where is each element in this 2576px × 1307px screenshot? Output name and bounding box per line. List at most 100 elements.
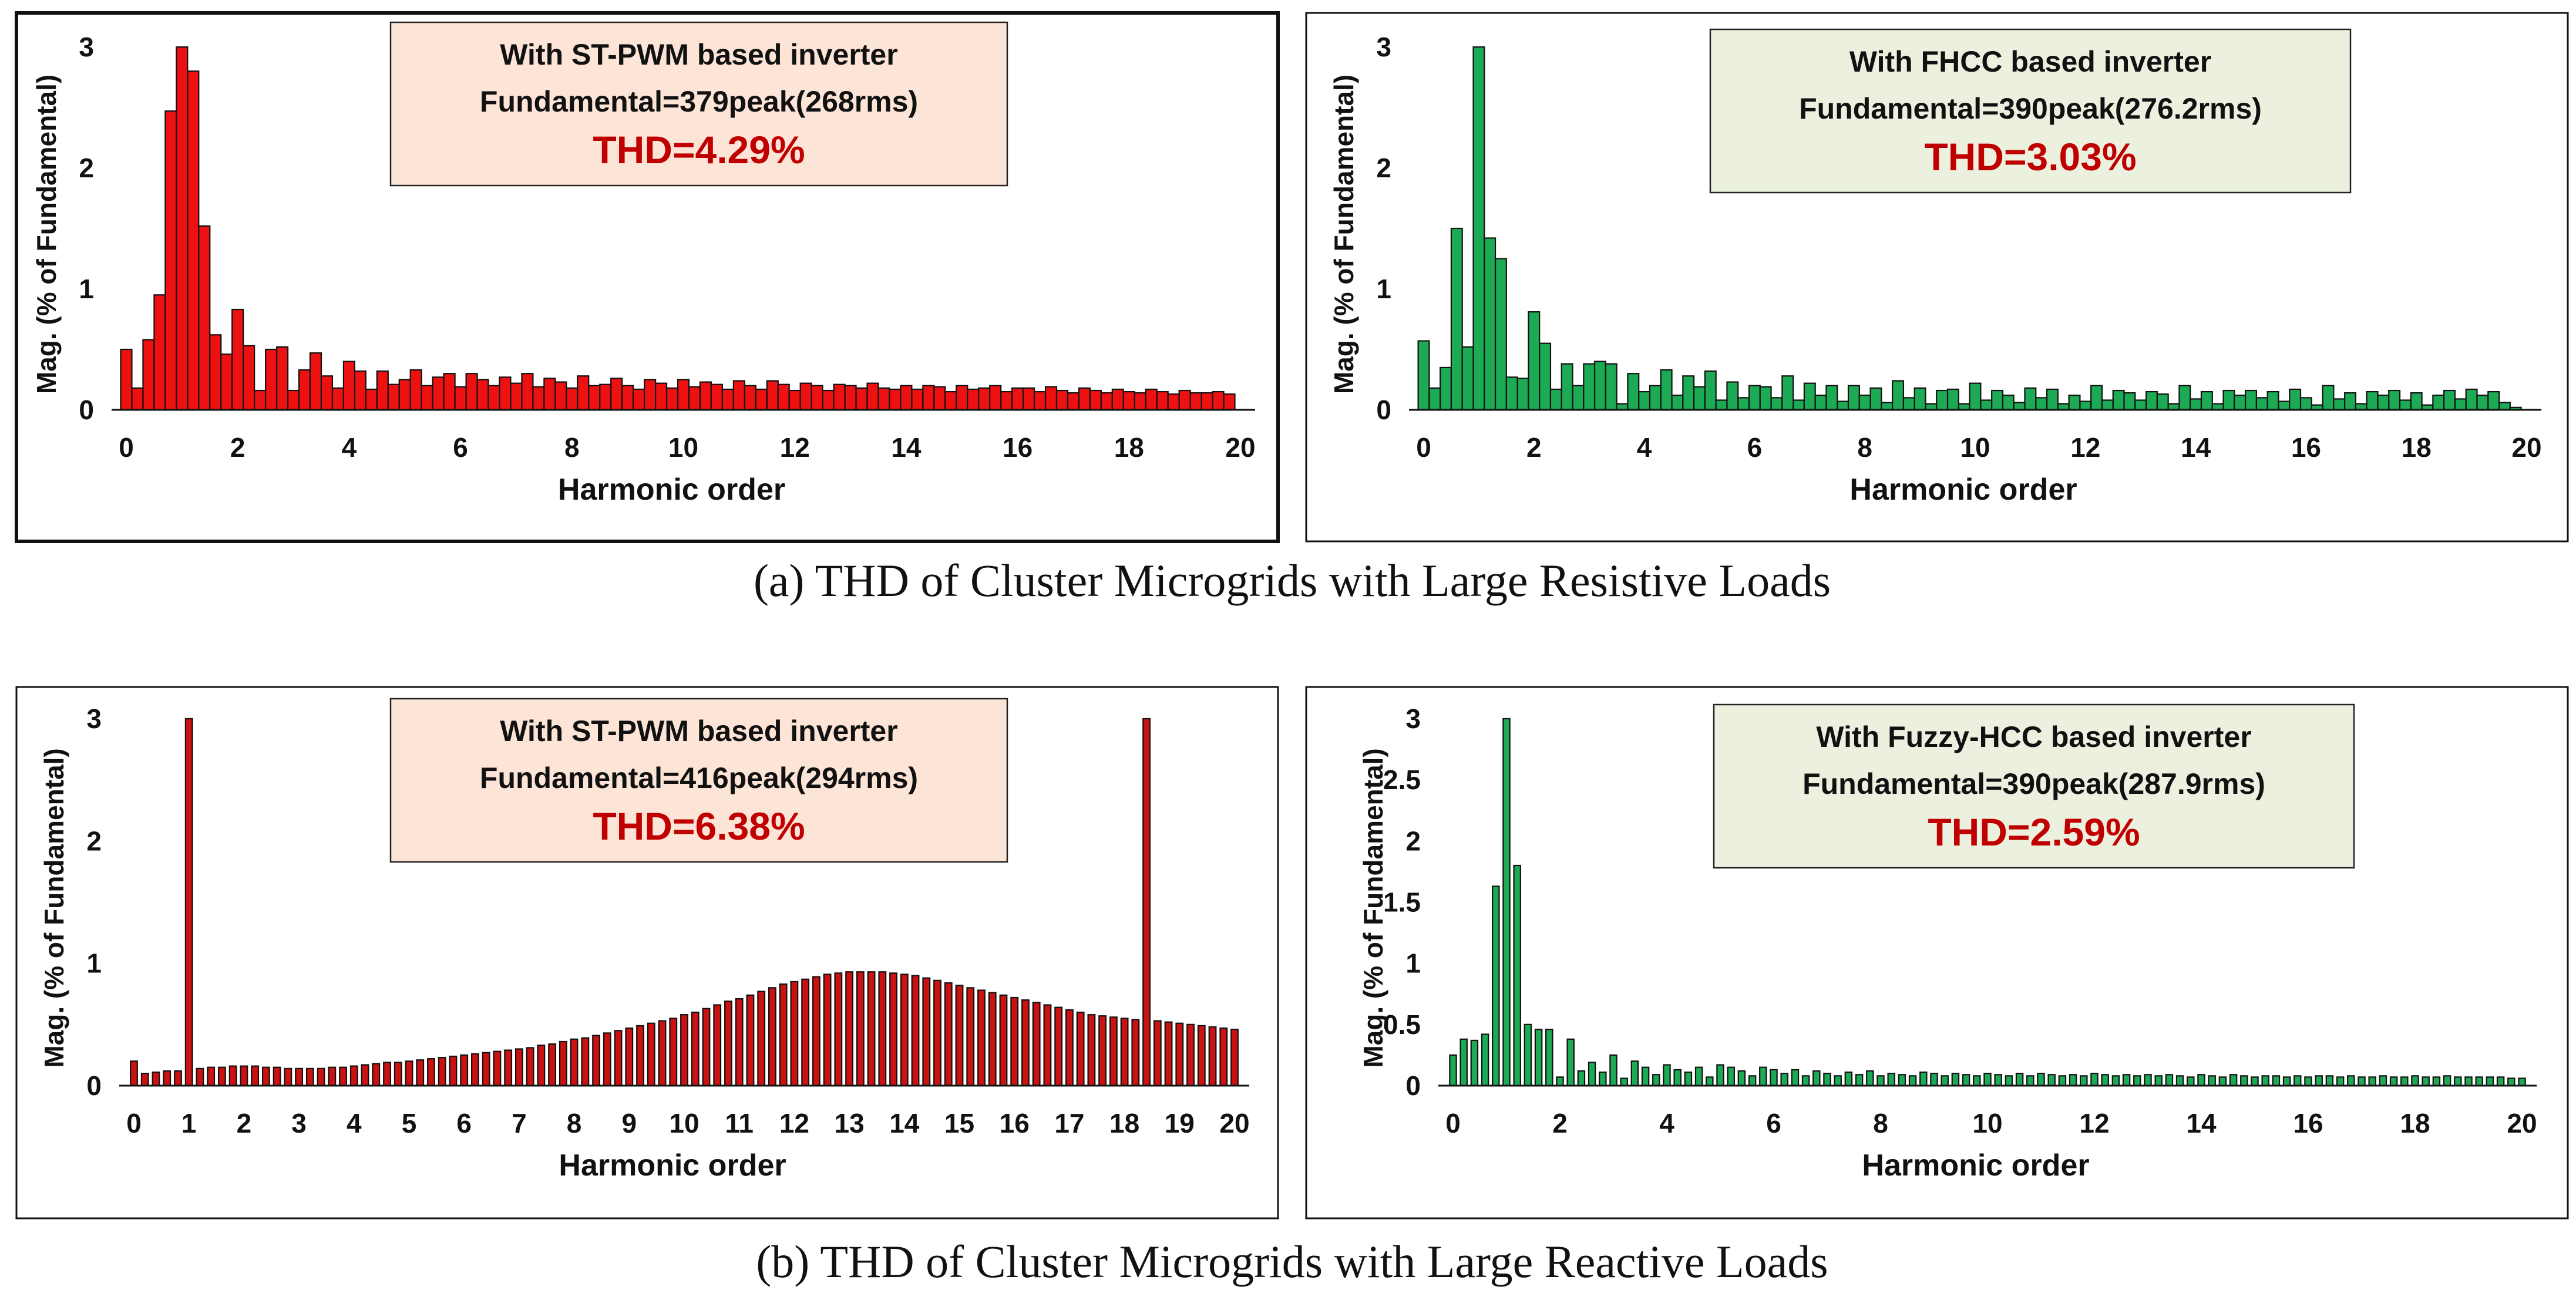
bar — [978, 387, 991, 411]
bar — [339, 1066, 347, 1087]
bar — [465, 373, 478, 411]
bar — [2454, 398, 2467, 411]
bar — [376, 370, 389, 411]
bar — [2322, 385, 2335, 411]
y-tick-label: 2.5 — [1383, 764, 1421, 795]
bar — [1078, 387, 1091, 411]
bar — [409, 369, 422, 411]
bar — [1726, 381, 1739, 411]
bar — [744, 385, 756, 411]
bar — [398, 379, 411, 411]
bar — [911, 975, 920, 1087]
bar — [790, 981, 799, 1087]
bar — [799, 382, 812, 411]
bar — [1609, 1054, 1617, 1087]
bar — [231, 308, 244, 411]
bar — [1759, 1066, 1767, 1087]
bar — [1076, 1011, 1085, 1087]
bar — [1142, 717, 1151, 1087]
bar — [581, 1037, 590, 1087]
bar — [812, 976, 820, 1087]
bar — [2133, 1075, 2141, 1087]
bar — [1131, 1019, 1140, 1087]
bar — [372, 1063, 381, 1087]
bar — [2145, 390, 2158, 411]
bar — [2197, 1074, 2205, 1087]
bar — [276, 346, 289, 411]
bar — [2035, 397, 2048, 411]
bar — [2024, 387, 2037, 411]
bar — [1898, 1074, 1906, 1087]
bar — [1980, 399, 1993, 411]
bar — [1837, 400, 1849, 411]
bar — [2496, 1076, 2505, 1087]
bar — [449, 1055, 458, 1087]
bar — [1693, 386, 1706, 411]
annotation-title: With ST-PWM based inverter — [500, 715, 897, 747]
bar — [1908, 1075, 1917, 1087]
x-tick-label: 6 — [1766, 1108, 1781, 1138]
bar — [1055, 389, 1069, 411]
bar — [1577, 1070, 1586, 1087]
x-tick-label: 11 — [725, 1108, 754, 1138]
x-tick-label: 13 — [835, 1108, 865, 1138]
panel-frame-b-left — [15, 686, 1279, 1220]
x-tick-label: 16 — [2293, 1108, 2323, 1138]
x-tick-label: 10 — [1972, 1108, 2002, 1138]
annotation-box — [389, 698, 1008, 863]
bar — [1737, 1070, 1746, 1087]
annotation-fundamental: Fundamental=390peak(287.9rms) — [1802, 767, 2265, 800]
bar — [2336, 1076, 2345, 1087]
bar — [317, 1067, 325, 1087]
bar — [680, 1014, 688, 1087]
bar — [1100, 392, 1113, 411]
bar — [1440, 366, 1452, 411]
bar — [833, 383, 846, 411]
bar — [1200, 392, 1213, 411]
bar — [1450, 227, 1463, 411]
bar — [521, 373, 534, 411]
y-tick-label: 2 — [79, 153, 94, 183]
bar — [1516, 378, 1529, 411]
bar — [900, 385, 913, 411]
bar — [989, 385, 1002, 411]
bar — [349, 1065, 358, 1087]
bar — [777, 383, 790, 411]
bar — [1649, 385, 1662, 411]
bar — [2079, 400, 2092, 411]
bar — [438, 1056, 446, 1087]
bar — [261, 1066, 270, 1087]
bar — [801, 978, 810, 1087]
bar — [1892, 380, 1905, 411]
bar — [331, 387, 345, 411]
bar — [1951, 1073, 1960, 1087]
bar — [955, 985, 964, 1087]
bar — [1167, 393, 1180, 411]
x-tick-label: 4 — [1659, 1108, 1674, 1138]
bar — [855, 387, 868, 411]
bar — [822, 389, 835, 411]
bar — [967, 388, 980, 411]
bar — [1011, 387, 1024, 411]
bar — [198, 225, 211, 411]
bar — [207, 1066, 216, 1087]
x-axis-label: Harmonic order — [1862, 1148, 2089, 1183]
bar — [956, 385, 968, 411]
bar — [2410, 392, 2423, 411]
bar — [2304, 1076, 2312, 1087]
bar — [421, 385, 433, 411]
bar — [493, 1050, 502, 1087]
bar — [320, 375, 334, 411]
bar — [298, 369, 311, 411]
x-tick-label: 20 — [1225, 432, 1255, 463]
x-tick-label: 15 — [944, 1108, 974, 1138]
bar — [1759, 386, 1772, 411]
bar — [1627, 373, 1640, 411]
bar — [2144, 1074, 2152, 1087]
x-tick-label: 10 — [669, 1108, 699, 1138]
bar — [487, 385, 500, 411]
bar — [2432, 1076, 2441, 1087]
